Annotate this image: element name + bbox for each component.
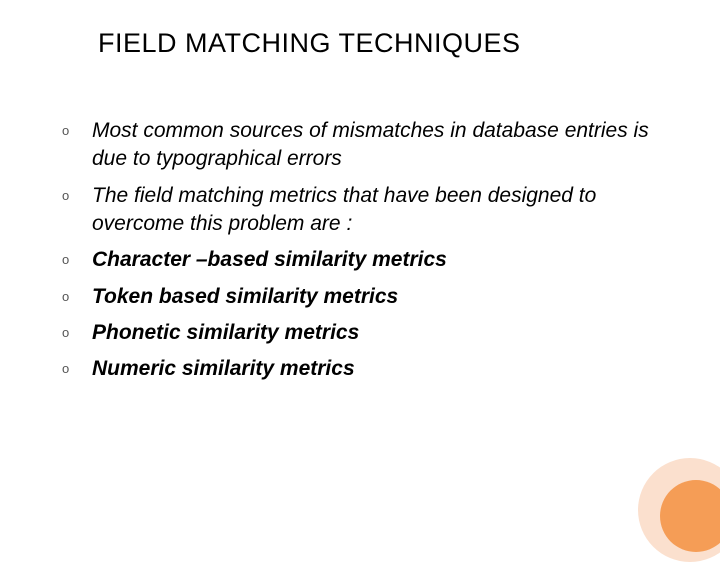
list-item: o Most common sources of mismatches in d…	[62, 117, 670, 174]
list-item-text: Character –based similarity metrics	[92, 246, 670, 274]
list-item: o Numeric similarity metrics	[62, 355, 670, 383]
list-item-text: Token based similarity metrics	[92, 283, 670, 311]
bullet-icon: o	[62, 319, 92, 342]
list-item: o Phonetic similarity metrics	[62, 319, 670, 347]
list-item: o Character –based similarity metrics	[62, 246, 670, 274]
bullet-icon: o	[62, 283, 92, 306]
list-item-text: The field matching metrics that have bee…	[92, 182, 670, 239]
list-item-text: Phonetic similarity metrics	[92, 319, 670, 347]
bullet-icon: o	[62, 117, 92, 140]
list-item-text: Most common sources of mismatches in dat…	[92, 117, 670, 174]
list-item: o Token based similarity metrics	[62, 283, 670, 311]
slide: FIELD MATCHING TECHNIQUES o Most common …	[0, 0, 720, 540]
content-list: o Most common sources of mismatches in d…	[62, 117, 670, 384]
list-item-text: Numeric similarity metrics	[92, 355, 670, 383]
slide-title: FIELD MATCHING TECHNIQUES	[98, 28, 670, 59]
list-item: o The field matching metrics that have b…	[62, 182, 670, 239]
bullet-icon: o	[62, 182, 92, 205]
bullet-icon: o	[62, 355, 92, 378]
bullet-icon: o	[62, 246, 92, 269]
